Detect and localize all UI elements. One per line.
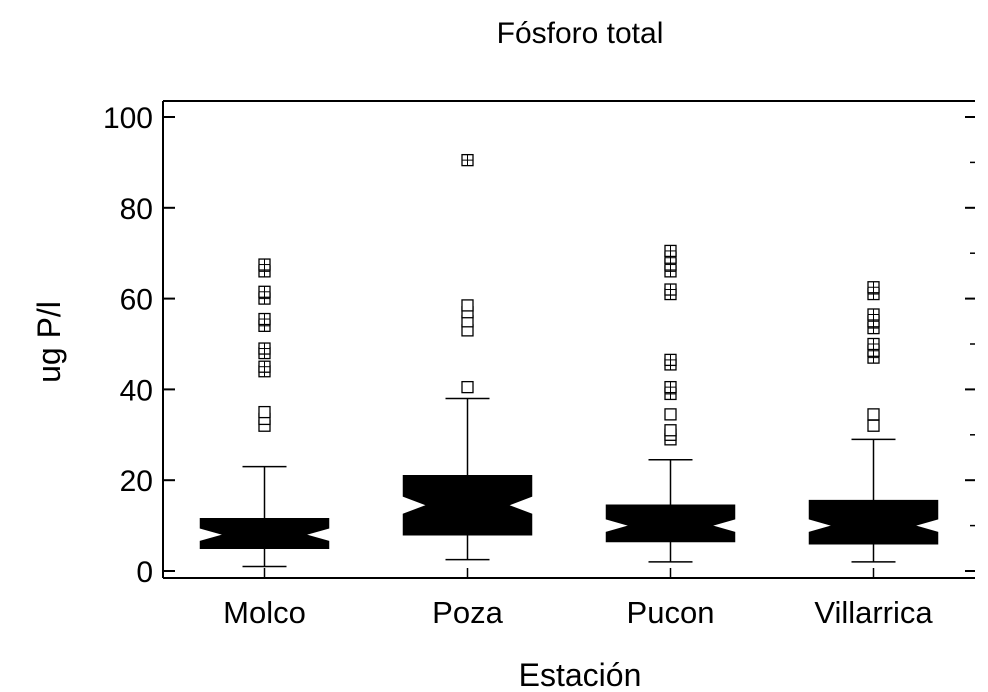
- notched-box: [402, 474, 533, 536]
- y-tick-label: 0: [136, 556, 153, 589]
- plot-frame: [162, 100, 975, 579]
- y-axis-label: ug P/l: [31, 301, 67, 383]
- y-axis: 0 20 40 60 80 100: [103, 102, 175, 589]
- right-axis-ticks: [965, 116, 975, 572]
- y-tick-label: 80: [120, 193, 153, 226]
- outlier-point: [461, 299, 474, 312]
- outlier-point: [664, 408, 677, 421]
- box-group: [402, 153, 533, 561]
- box-group: [199, 258, 330, 568]
- outlier-point: [867, 408, 880, 421]
- y-tick-label: 20: [120, 465, 153, 498]
- notched-box: [808, 499, 939, 545]
- box-series: [199, 153, 939, 568]
- outlier-point: [461, 380, 474, 394]
- notched-box: [199, 518, 330, 550]
- box-group: [808, 281, 939, 563]
- outlier-point: [664, 424, 677, 437]
- x-tick-label: Poza: [432, 595, 503, 630]
- box-group: [605, 244, 736, 563]
- x-axis-label: Estación: [519, 657, 642, 692]
- y-tick-label: 100: [103, 102, 153, 135]
- x-axis: Molco Poza Pucon Villarrica: [223, 568, 933, 630]
- y-tick-label: 60: [120, 284, 153, 317]
- x-tick-label: Molco: [223, 595, 306, 630]
- x-tick-label: Pucon: [627, 595, 715, 630]
- notched-box: [605, 504, 736, 543]
- outlier-point: [258, 405, 271, 419]
- x-tick-label: Villarrica: [814, 595, 933, 630]
- y-tick-label: 40: [120, 374, 153, 407]
- chart-title: Fósforo total: [497, 17, 664, 50]
- outlier-point: [867, 419, 880, 432]
